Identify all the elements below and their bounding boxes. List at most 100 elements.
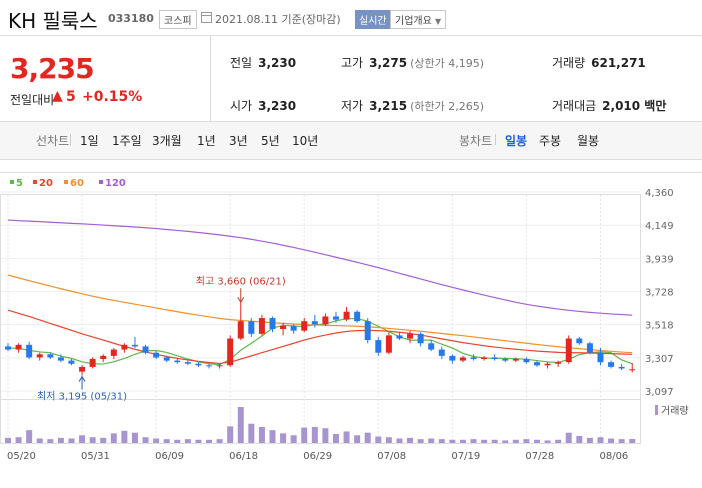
tab[interactable]: 1일 — [80, 134, 99, 148]
candle-body — [354, 311, 361, 322]
current-price: 3,235 — [10, 52, 95, 85]
tab-divider — [70, 134, 71, 145]
tab[interactable]: 일봉 — [505, 134, 528, 148]
volume-bar — [396, 438, 403, 443]
candle-body — [26, 344, 33, 358]
legend-marker — [64, 180, 68, 184]
x-tick-label: 05/20 — [7, 451, 36, 462]
candle-body — [36, 354, 43, 358]
volume-bar — [301, 427, 308, 443]
x-tick-label: 07/19 — [451, 451, 480, 462]
volume-bar — [332, 434, 339, 443]
tab[interactable]: 10년 — [292, 134, 319, 148]
tab[interactable]: 3개월 — [152, 134, 182, 148]
volume-bar — [100, 437, 107, 443]
candle-body — [343, 311, 350, 320]
candle-body — [417, 333, 424, 344]
volume-bar — [248, 423, 255, 443]
candle-body — [174, 360, 181, 363]
candle-body — [407, 333, 414, 339]
candle-body — [184, 362, 191, 364]
change-amount: 5 — [66, 89, 76, 105]
y-tick-label: 3,939 — [645, 254, 674, 265]
tab-divider — [495, 134, 496, 145]
volume-bar — [89, 437, 96, 443]
tab[interactable]: 3년 — [229, 134, 248, 148]
volume-bar — [385, 437, 392, 443]
summary-cell: 거래량 621,271 — [552, 52, 646, 71]
divider — [0, 35, 702, 36]
annotation-arrowhead — [78, 375, 86, 382]
candle-body — [618, 366, 625, 369]
candle-body — [163, 357, 170, 361]
volume-bar — [36, 438, 43, 443]
y-tick-label: 3,307 — [645, 354, 674, 365]
candle-body — [375, 340, 382, 353]
label: 저가 — [341, 99, 364, 113]
volume-bar — [364, 432, 371, 443]
candle-body — [470, 357, 477, 360]
company-info-text: 기업개요 — [395, 16, 432, 27]
label: 거래량 — [552, 56, 586, 70]
tab: 선차트 — [36, 134, 70, 148]
stock-code: 033180 — [108, 12, 154, 25]
tab[interactable]: 5년 — [261, 134, 280, 148]
volume-bar — [608, 438, 615, 443]
candle-body — [269, 318, 276, 330]
legend-marker — [99, 180, 103, 184]
label: 고가 — [341, 56, 364, 70]
summary-cell: 시가 3,230 — [230, 95, 296, 114]
candle-body — [565, 338, 572, 363]
volume-bar — [417, 439, 424, 443]
candle-body — [89, 359, 96, 367]
dropdown-arrow: ▼ — [435, 17, 442, 26]
volume-bar — [597, 437, 604, 443]
candle-body — [597, 352, 604, 363]
candle-body — [110, 349, 117, 356]
value: 2,010 백만 — [602, 99, 667, 113]
volume-bar — [428, 438, 435, 443]
volume-legend: 거래량 — [661, 405, 689, 417]
candle-body — [428, 343, 435, 350]
candle-body — [301, 321, 308, 331]
candle-body — [586, 343, 593, 353]
volume-bar — [343, 431, 350, 443]
note: (하한가 2,265) — [410, 100, 484, 113]
tab[interactable]: 월봉 — [577, 134, 600, 148]
candle-body — [153, 352, 160, 358]
realtime-button[interactable]: 실시간 — [355, 10, 391, 29]
candle-body — [576, 338, 583, 344]
legend-label: 60 — [70, 178, 84, 189]
volume-bar — [280, 433, 287, 443]
candle-body — [534, 362, 540, 366]
x-tick-label: 08/06 — [599, 451, 628, 462]
volume-bar — [481, 439, 488, 443]
tab[interactable]: 1년 — [197, 134, 216, 148]
candle-body — [555, 362, 562, 364]
volume-bar — [470, 439, 477, 443]
label: 거래대금 — [552, 99, 597, 113]
value: 3,215 — [369, 99, 408, 113]
legend-label: 5 — [16, 178, 23, 189]
company-info-button[interactable]: 기업개요 ▼ — [390, 10, 447, 29]
tab[interactable]: 1주일 — [112, 134, 142, 148]
candle-body — [332, 316, 339, 320]
candle-body — [195, 363, 202, 366]
volume-bar — [523, 439, 530, 443]
volume-bar — [502, 440, 509, 443]
candle-body — [206, 365, 213, 367]
candle-body — [385, 335, 392, 353]
summary-cell: 고가 3,275 (상한가 4,195) — [341, 52, 484, 71]
candle-body — [131, 344, 138, 347]
candle-body — [459, 357, 466, 361]
tab[interactable]: 주봉 — [539, 134, 562, 148]
market-badge: 코스피 — [159, 10, 197, 29]
volume-bar — [407, 437, 414, 443]
moving-average-line — [7, 309, 633, 365]
candle-body — [237, 321, 244, 339]
change-label: 전일대비 — [10, 93, 55, 107]
volume-bar — [174, 439, 181, 443]
volume-bar — [459, 439, 466, 443]
legend-label: 120 — [105, 178, 126, 189]
